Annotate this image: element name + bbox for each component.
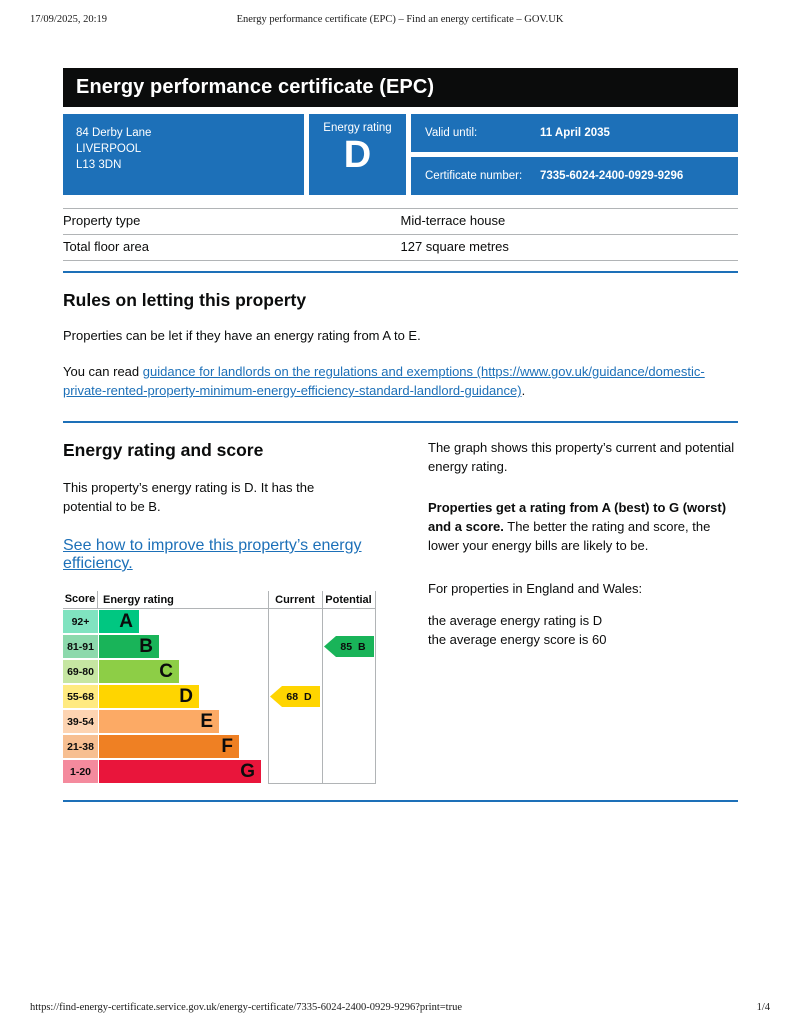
- average-stats: the average energy rating is D the averag…: [428, 611, 738, 649]
- rating-explanation: Properties get a rating from A (best) to…: [428, 498, 738, 555]
- section-divider: [63, 800, 738, 802]
- potential-rating-marker: 85 B: [324, 636, 374, 657]
- valid-until-value: 11 April 2035: [540, 127, 610, 139]
- graph-description: The graph shows this property’s current …: [428, 440, 735, 474]
- chart-row: 69-80 C: [63, 659, 375, 684]
- chart-row: 92+ A: [63, 609, 375, 634]
- score-range-cell: 21-38: [63, 735, 98, 758]
- floor-area-value: 127 square metres: [400, 239, 509, 254]
- table-row: Property type Mid-terrace house: [63, 209, 738, 235]
- score-range-cell: 55-68: [63, 685, 98, 708]
- guidance-suffix: .: [521, 383, 526, 398]
- improve-efficiency-link[interactable]: See how to improve this property’s energ…: [63, 537, 362, 572]
- property-type-label: Property type: [63, 213, 141, 228]
- chart-header-row: Score Energy rating Current Potential: [63, 590, 375, 609]
- property-details-table: Property type Mid-terrace house Total fl…: [63, 208, 738, 261]
- rating-score-paragraph: This property’s energy rating is D. It h…: [63, 480, 315, 514]
- address-line-3: L13 3DN: [76, 159, 122, 172]
- potential-rating-marker-score: 85: [340, 640, 353, 653]
- valid-until-label: Valid until:: [425, 127, 478, 139]
- rating-band-bar: F: [99, 735, 239, 758]
- validity-boxes: Valid until: 11 April 2035 Certificate n…: [411, 114, 738, 195]
- rules-guidance-paragraph: You can read guidance for landlords on t…: [63, 362, 738, 400]
- rules-heading: Rules on letting this property: [63, 290, 307, 310]
- chart-row: 1-20 G: [63, 759, 375, 784]
- chart-row: 55-68 D: [63, 684, 375, 709]
- property-address-box: 84 Derby Lane LIVERPOOL L13 3DN: [63, 114, 304, 195]
- rating-band-bar: E: [99, 710, 219, 733]
- guidance-prefix: You can read: [63, 364, 143, 379]
- score-range-cell: 39-54: [63, 710, 98, 733]
- section-divider: [63, 271, 738, 273]
- current-rating-marker: 68 D: [270, 686, 320, 707]
- rating-band-bar: C: [99, 660, 179, 683]
- valid-until-box: Valid until: 11 April 2035: [411, 114, 738, 152]
- address-line-2: LIVERPOOL: [76, 143, 142, 156]
- average-score-line: the average energy score is 60: [428, 632, 607, 647]
- rating-score-left-column: Energy rating and score This property’s …: [63, 423, 393, 784]
- rating-band-bar: G: [99, 760, 261, 783]
- chart-header-rating: Energy rating: [103, 593, 174, 606]
- epc-banner: Energy performance certificate (EPC): [63, 68, 738, 107]
- score-range-cell: 81-91: [63, 635, 98, 658]
- england-wales-intro: For properties in England and Wales:: [428, 581, 643, 596]
- property-type-value: Mid-terrace house: [400, 213, 506, 228]
- chart-row: 21-38 F: [63, 734, 375, 759]
- chart-header-potential: Potential: [325, 593, 372, 606]
- rules-paragraph: Properties can be let if they have an en…: [63, 328, 421, 343]
- rating-score-heading: Energy rating and score: [63, 440, 264, 460]
- energy-rating-box: Energy rating D: [309, 114, 406, 195]
- current-rating-marker-score: 68: [286, 690, 299, 703]
- print-page-number: 1/4: [756, 1002, 770, 1013]
- potential-rating-marker-band: B: [358, 640, 366, 653]
- floor-area-label: Total floor area: [63, 239, 149, 254]
- print-url: https://find-energy-certificate.service.…: [30, 1002, 462, 1013]
- current-rating-marker-band: D: [304, 690, 312, 703]
- print-datetime: 17/09/2025, 20:19: [30, 14, 108, 25]
- certificate-number-label: Certificate number:: [425, 170, 523, 182]
- certificate-number-value: 7335-6024-2400-0929-9296: [540, 170, 684, 182]
- landlord-guidance-link[interactable]: guidance for landlords on the regulation…: [63, 364, 705, 398]
- rating-band-bar: D: [99, 685, 199, 708]
- summary-boxes: 84 Derby Lane LIVERPOOL L13 3DN Energy r…: [63, 114, 738, 195]
- section-divider: [63, 421, 738, 423]
- certificate-page: Energy performance certificate (EPC) 84 …: [63, 68, 738, 802]
- score-range-cell: 92+: [63, 610, 98, 633]
- print-page-title: Energy performance certificate (EPC) – F…: [236, 14, 564, 25]
- table-row: Total floor area 127 square metres: [63, 235, 738, 261]
- rating-and-score-section: Energy rating and score This property’s …: [63, 423, 738, 784]
- rating-band-bar: B: [99, 635, 159, 658]
- rating-score-right-column: The graph shows this property’s current …: [428, 423, 738, 784]
- energy-rating-value: D: [343, 134, 372, 176]
- score-range-cell: 69-80: [63, 660, 98, 683]
- average-rating-line: the average energy rating is D: [428, 613, 603, 628]
- chart-row: 81-91 B: [63, 634, 375, 659]
- page-title: Energy performance certificate (EPC): [76, 76, 435, 98]
- energy-rating-label: Energy rating: [323, 122, 392, 134]
- score-range-cell: 1-20: [63, 760, 98, 783]
- address-line-1: 84 Derby Lane: [76, 127, 152, 139]
- rating-explanation-rest: The better the rating and score, the low…: [428, 519, 711, 553]
- certificate-number-box: Certificate number: 7335-6024-2400-0929-…: [411, 157, 738, 195]
- chart-rows: 92+ A 81-91 B 69-80 C 55-68 D 39-54 E 21-38 F 1-20 G: [63, 609, 375, 784]
- chart-header-current: Current: [275, 593, 315, 606]
- rating-band-bar: A: [99, 610, 139, 633]
- rating-explanation-bold: Properties get a rating from A (best) to…: [428, 500, 727, 534]
- chart-header-score: Score: [63, 590, 98, 609]
- chart-row: 39-54 E: [63, 709, 375, 734]
- epc-chart: Score Energy rating Current Potential 92…: [63, 590, 376, 784]
